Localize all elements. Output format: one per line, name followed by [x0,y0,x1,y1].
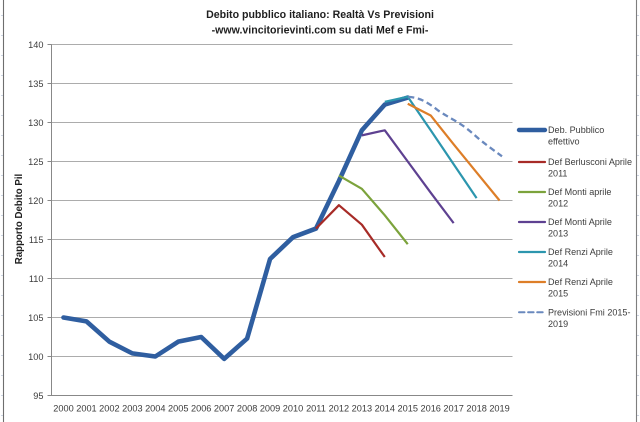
svg-text:2011: 2011 [548,169,567,179]
svg-text:2003: 2003 [122,404,142,414]
svg-text:Rapporto Debito Pil: Rapporto Debito Pil [14,174,25,264]
svg-text:Def Monti aprile: Def Monti aprile [548,187,611,197]
svg-text:-www.vincitorievinti.com su da: -www.vincitorievinti.com su dati Mef e F… [212,25,429,37]
svg-text:2018: 2018 [466,404,486,414]
svg-text:effettivo: effettivo [548,137,580,147]
svg-text:115: 115 [29,235,44,245]
svg-text:Previsioni Fmi 2015-: Previsioni Fmi 2015- [548,308,630,318]
svg-text:2006: 2006 [191,404,211,414]
svg-text:2011: 2011 [306,404,326,414]
svg-text:2010: 2010 [283,404,303,414]
svg-text:105: 105 [28,313,43,323]
svg-text:2002: 2002 [99,404,119,414]
svg-text:125: 125 [28,157,43,167]
svg-text:110: 110 [29,274,44,284]
svg-text:2008: 2008 [237,404,257,414]
svg-text:95: 95 [33,391,43,401]
svg-text:2014: 2014 [375,404,395,414]
svg-text:2013: 2013 [352,404,372,414]
svg-text:2000: 2000 [53,404,73,414]
svg-text:2015: 2015 [548,289,568,299]
svg-text:130: 130 [28,118,43,128]
svg-text:2015: 2015 [398,404,418,414]
svg-text:2004: 2004 [145,404,165,414]
svg-text:2007: 2007 [214,404,234,414]
svg-text:Def Renzi Aprile: Def Renzi Aprile [548,277,613,287]
svg-text:2016: 2016 [420,404,440,414]
svg-text:2019: 2019 [489,404,509,414]
svg-text:2013: 2013 [548,229,568,239]
svg-text:2012: 2012 [329,404,349,414]
svg-text:2017: 2017 [443,404,463,414]
svg-text:100: 100 [28,352,43,362]
svg-text:2005: 2005 [168,404,188,414]
svg-text:2012: 2012 [548,199,568,209]
svg-text:Def Monti Aprile: Def Monti Aprile [548,217,612,227]
svg-text:2019: 2019 [548,319,568,329]
svg-text:135: 135 [28,79,43,89]
svg-text:Def Renzi Aprile: Def Renzi Aprile [548,247,613,257]
svg-text:Deb. Pubblico: Deb. Pubblico [548,125,604,135]
svg-text:2001: 2001 [76,404,96,414]
svg-text:Def Berlusconi Aprile: Def Berlusconi Aprile [548,157,632,167]
svg-text:Debito pubblico italiano: Real: Debito pubblico italiano: Realtà Vs Prev… [206,9,434,21]
svg-text:140: 140 [28,40,43,50]
svg-text:2014: 2014 [548,259,568,269]
svg-text:120: 120 [28,196,43,206]
svg-text:2009: 2009 [260,404,280,414]
